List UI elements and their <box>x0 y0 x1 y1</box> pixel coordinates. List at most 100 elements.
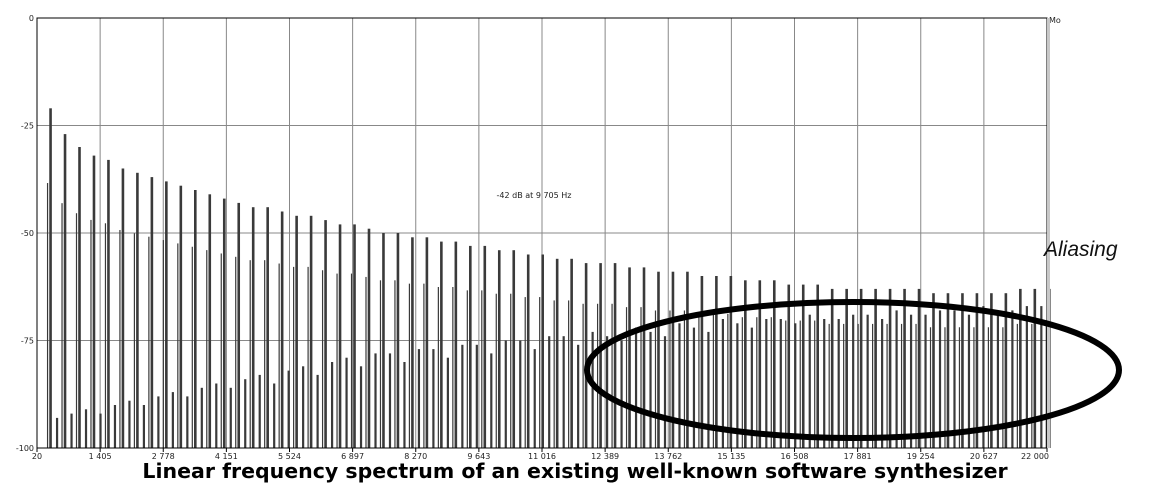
harmonic-bar-shadow <box>104 223 107 448</box>
aliasing-bar <box>562 336 565 448</box>
x-tick-label: 2 778 <box>152 452 175 461</box>
aliasing-bar <box>504 340 507 448</box>
aliasing-bar <box>649 331 652 448</box>
aliasing-bar <box>519 340 522 448</box>
x-axis-ticks: 20 1 405 2 778 4 151 5 524 6 897 8 270 9 643 11 … <box>32 448 1049 461</box>
harmonic-bar <box>396 233 400 448</box>
aliasing-bar <box>388 353 392 448</box>
harmonic-bar-shadow <box>162 240 164 448</box>
harmonic-bar <box>367 228 371 448</box>
y-tick-label: -75 <box>21 337 34 346</box>
aliasing-bar <box>881 319 884 448</box>
aliasing-bar <box>287 370 290 448</box>
corner-label: Mo <box>1049 16 1061 25</box>
harmonic-bar <box>642 267 646 448</box>
aliasing-bar <box>736 323 739 448</box>
x-tick-label: 5 524 <box>278 452 301 461</box>
harmonic-bar-shadow <box>654 310 657 448</box>
harmonic-bar-shadow <box>799 320 801 448</box>
x-tick-label: 9 643 <box>467 452 490 461</box>
x-tick-label: 8 270 <box>404 452 427 461</box>
harmonic-bar <box>92 155 96 448</box>
harmonic-bar-shadow <box>683 310 686 448</box>
harmonic-bar <box>758 280 762 448</box>
harmonic-bar <box>845 288 848 448</box>
aliasing-bar <box>258 374 261 448</box>
aliasing-bar <box>620 340 623 448</box>
aliasing-bar <box>663 336 667 448</box>
harmonic-bar-shadow <box>191 246 193 448</box>
aliasing-bar <box>924 314 927 448</box>
harmonic-bar <box>657 271 660 448</box>
harmonic-bar-shadow <box>987 327 989 448</box>
harmonic-bar <box>946 293 950 448</box>
y-tick-label: 0 <box>29 14 34 23</box>
harmonic-bar-shadow <box>394 280 396 448</box>
aliasing-bar <box>446 357 449 448</box>
harmonic-bar <box>599 263 602 448</box>
x-tick-label: 22 000 <box>1021 452 1049 461</box>
aliasing-bar <box>55 417 59 448</box>
y-tick-label: -25 <box>21 122 34 131</box>
harmonic-bar-shadow <box>872 323 874 448</box>
right-scroll-edge[interactable] <box>1047 18 1050 448</box>
peak-annotation: -42 dB at 9 705 Hz <box>497 191 572 200</box>
harmonic-bar <box>888 288 892 448</box>
aliasing-bar <box>157 396 160 448</box>
aliasing-bar <box>171 392 174 448</box>
harmonic-bar <box>700 276 704 448</box>
aliasing-bar <box>128 400 131 448</box>
aliasing-bar <box>302 366 305 448</box>
harmonic-bar <box>353 224 356 448</box>
aliasing-bar <box>142 405 146 448</box>
harmonic-bar-shadow <box>61 203 63 448</box>
harmonic-bar-shadow <box>900 323 903 448</box>
harmonic-bar-shadow <box>553 300 555 448</box>
harmonic-bar <box>772 280 776 448</box>
harmonic-bar-shadow <box>625 307 628 448</box>
harmonic-bar-shadow <box>814 320 816 448</box>
harmonic-bar <box>266 207 269 448</box>
aliasing-bar <box>967 314 971 448</box>
aliasing-bar <box>634 327 638 448</box>
harmonic-bar <box>63 134 67 448</box>
harmonic-bar-shadow <box>452 287 454 448</box>
aliasing-bar <box>721 319 724 448</box>
harmonic-bar <box>440 241 443 448</box>
harmonic-bar-shadow <box>481 290 483 448</box>
harmonic-bar <box>324 220 327 448</box>
spectrum-bars <box>46 108 1051 449</box>
harmonic-bar-shadow <box>307 266 309 448</box>
aliasing-bar <box>750 327 753 448</box>
aliasing-ellipse <box>584 299 1122 441</box>
x-tick-label: 19 254 <box>907 452 935 461</box>
harmonic-bar-shadow <box>973 327 975 448</box>
harmonic-bar <box>555 258 559 448</box>
figure-caption: Linear frequency spectrum of an existing… <box>142 459 1008 483</box>
harmonic-bar-shadow <box>379 280 382 448</box>
aliasing-bar <box>982 306 985 448</box>
harmonic-bar-shadow <box>640 307 642 448</box>
y-tick-label: -100 <box>16 444 34 453</box>
aliasing-bar <box>591 331 594 448</box>
aliasing-bar <box>823 319 826 448</box>
harmonic-bar-shadow <box>1002 327 1004 448</box>
harmonic-bar-shadow <box>727 313 729 448</box>
aliasing-bar <box>548 336 551 448</box>
aliasing-bar <box>953 310 956 448</box>
harmonic-bar <box>411 237 414 448</box>
x-tick-label: 1 405 <box>89 452 112 461</box>
x-tick-label: 4 151 <box>215 452 238 461</box>
harmonic-bar-shadow <box>495 293 497 448</box>
harmonic-bar-shadow <box>539 297 541 448</box>
harmonic-bar <box>1019 288 1022 448</box>
harmonic-bar-shadow <box>929 327 932 448</box>
harmonic-bar <box>990 293 993 448</box>
harmonic-bar-shadow <box>843 323 845 448</box>
aliasing-bar <box>330 362 334 448</box>
aliasing-bar <box>909 314 913 448</box>
harmonic-bar-shadow <box>119 229 121 448</box>
harmonic-bar <box>425 237 429 448</box>
harmonic-bar-shadow <box>408 283 411 448</box>
